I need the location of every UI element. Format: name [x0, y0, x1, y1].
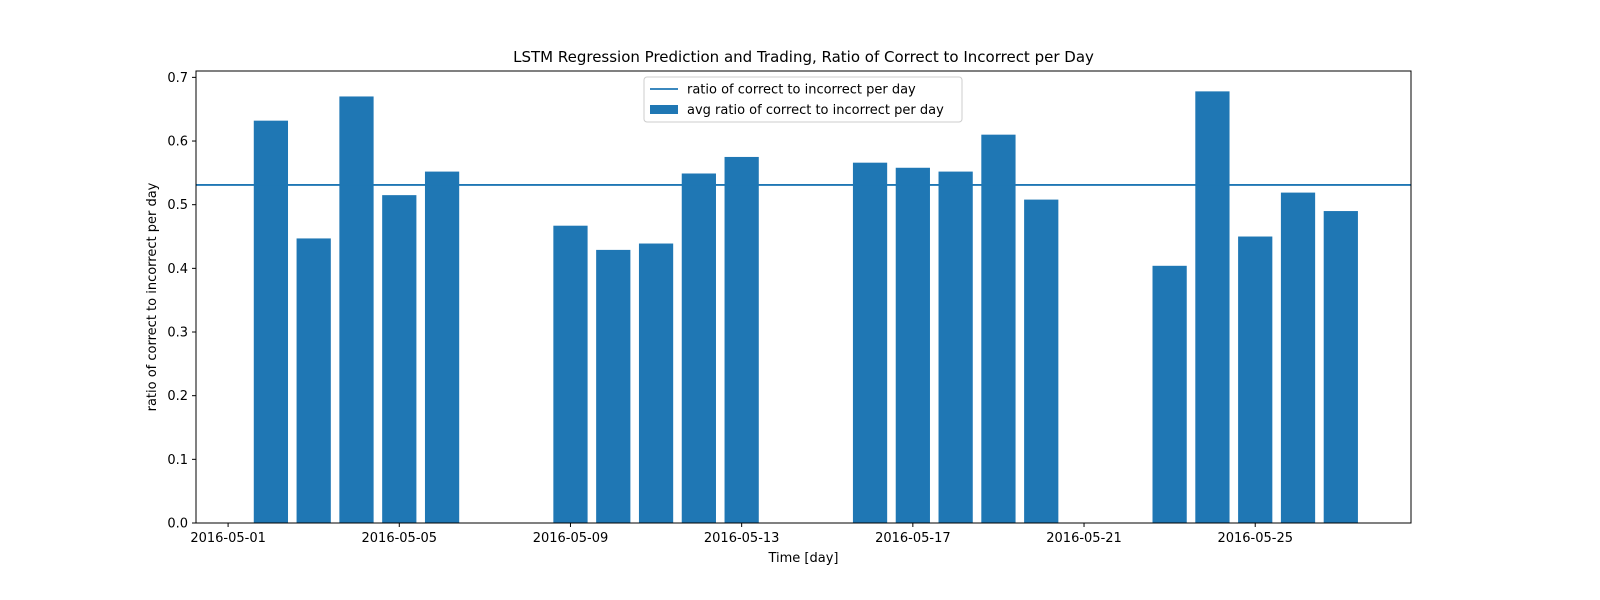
bar-2016-05-17 — [895, 167, 930, 524]
bar-2016-05-03 — [296, 238, 331, 524]
bar-2016-05-05 — [382, 195, 417, 523]
x-tick-label: 2016-05-13 — [704, 531, 780, 546]
bar-2016-05-06 — [424, 171, 460, 523]
x-tick-label: 2016-05-01 — [190, 531, 266, 546]
bar-2016-05-23 — [1152, 265, 1187, 523]
legend-box — [643, 76, 963, 123]
y-tick-label: 0.5 — [167, 198, 188, 213]
bar-2016-05-25 — [1238, 236, 1273, 524]
bar-2016-05-09 — [553, 225, 588, 523]
bar-2016-05-24 — [1195, 91, 1230, 524]
bar-2016-05-11 — [638, 243, 674, 524]
x-tick-label: 2016-05-25 — [1217, 531, 1293, 546]
bar-2016-05-10 — [596, 249, 631, 523]
bars-layer — [253, 91, 1358, 524]
bar-2016-05-16 — [852, 162, 888, 524]
x-tick-label: 2016-05-17 — [875, 531, 951, 546]
legend-line-label: ratio of correct to incorrect per day — [687, 83, 916, 98]
bar-2016-05-04 — [339, 96, 374, 524]
y-tick-label: 0.7 — [167, 71, 188, 86]
legend-bar-label: avg ratio of correct to incorrect per da… — [687, 103, 944, 118]
chart-title: LSTM Regression Prediction and Trading, … — [513, 48, 1094, 66]
bar-2016-05-12 — [681, 173, 716, 523]
bar-2016-05-13 — [724, 156, 759, 523]
plot-frame — [195, 70, 1412, 524]
legend-bar-swatch — [650, 105, 678, 114]
y-tick-label: 0.2 — [167, 389, 188, 404]
legend: ratio of correct to incorrect per day av… — [643, 76, 963, 123]
x-tick-label: 2016-05-21 — [1046, 531, 1122, 546]
x-axis: 2016-05-01 2016-05-05 2016-05-09 2016-05-13… — [190, 523, 1293, 546]
bar-2016-05-26 — [1280, 192, 1316, 523]
bar-2016-05-27 — [1323, 211, 1358, 523]
x-axis-title: Time [day] — [767, 551, 838, 566]
bar-2016-05-18 — [938, 171, 973, 523]
y-tick-label: 0.0 — [167, 517, 188, 532]
y-tick-label: 0.4 — [167, 262, 188, 277]
bar-2016-05-20 — [1024, 199, 1059, 524]
x-tick-label: 2016-05-09 — [533, 531, 609, 546]
bar-2016-05-02 — [253, 120, 289, 523]
y-tick-label: 0.1 — [167, 453, 188, 468]
y-tick-label: 0.6 — [167, 135, 188, 150]
x-tick-label: 2016-05-05 — [362, 531, 438, 546]
y-axis: 0.0 0.1 0.2 0.3 0.4 0.5 0.6 0.7 — [167, 71, 196, 532]
bar-2016-05-19 — [981, 134, 1016, 523]
y-tick-label: 0.3 — [167, 326, 188, 341]
y-axis-title: ratio of correct to incorrect per day — [145, 182, 160, 411]
